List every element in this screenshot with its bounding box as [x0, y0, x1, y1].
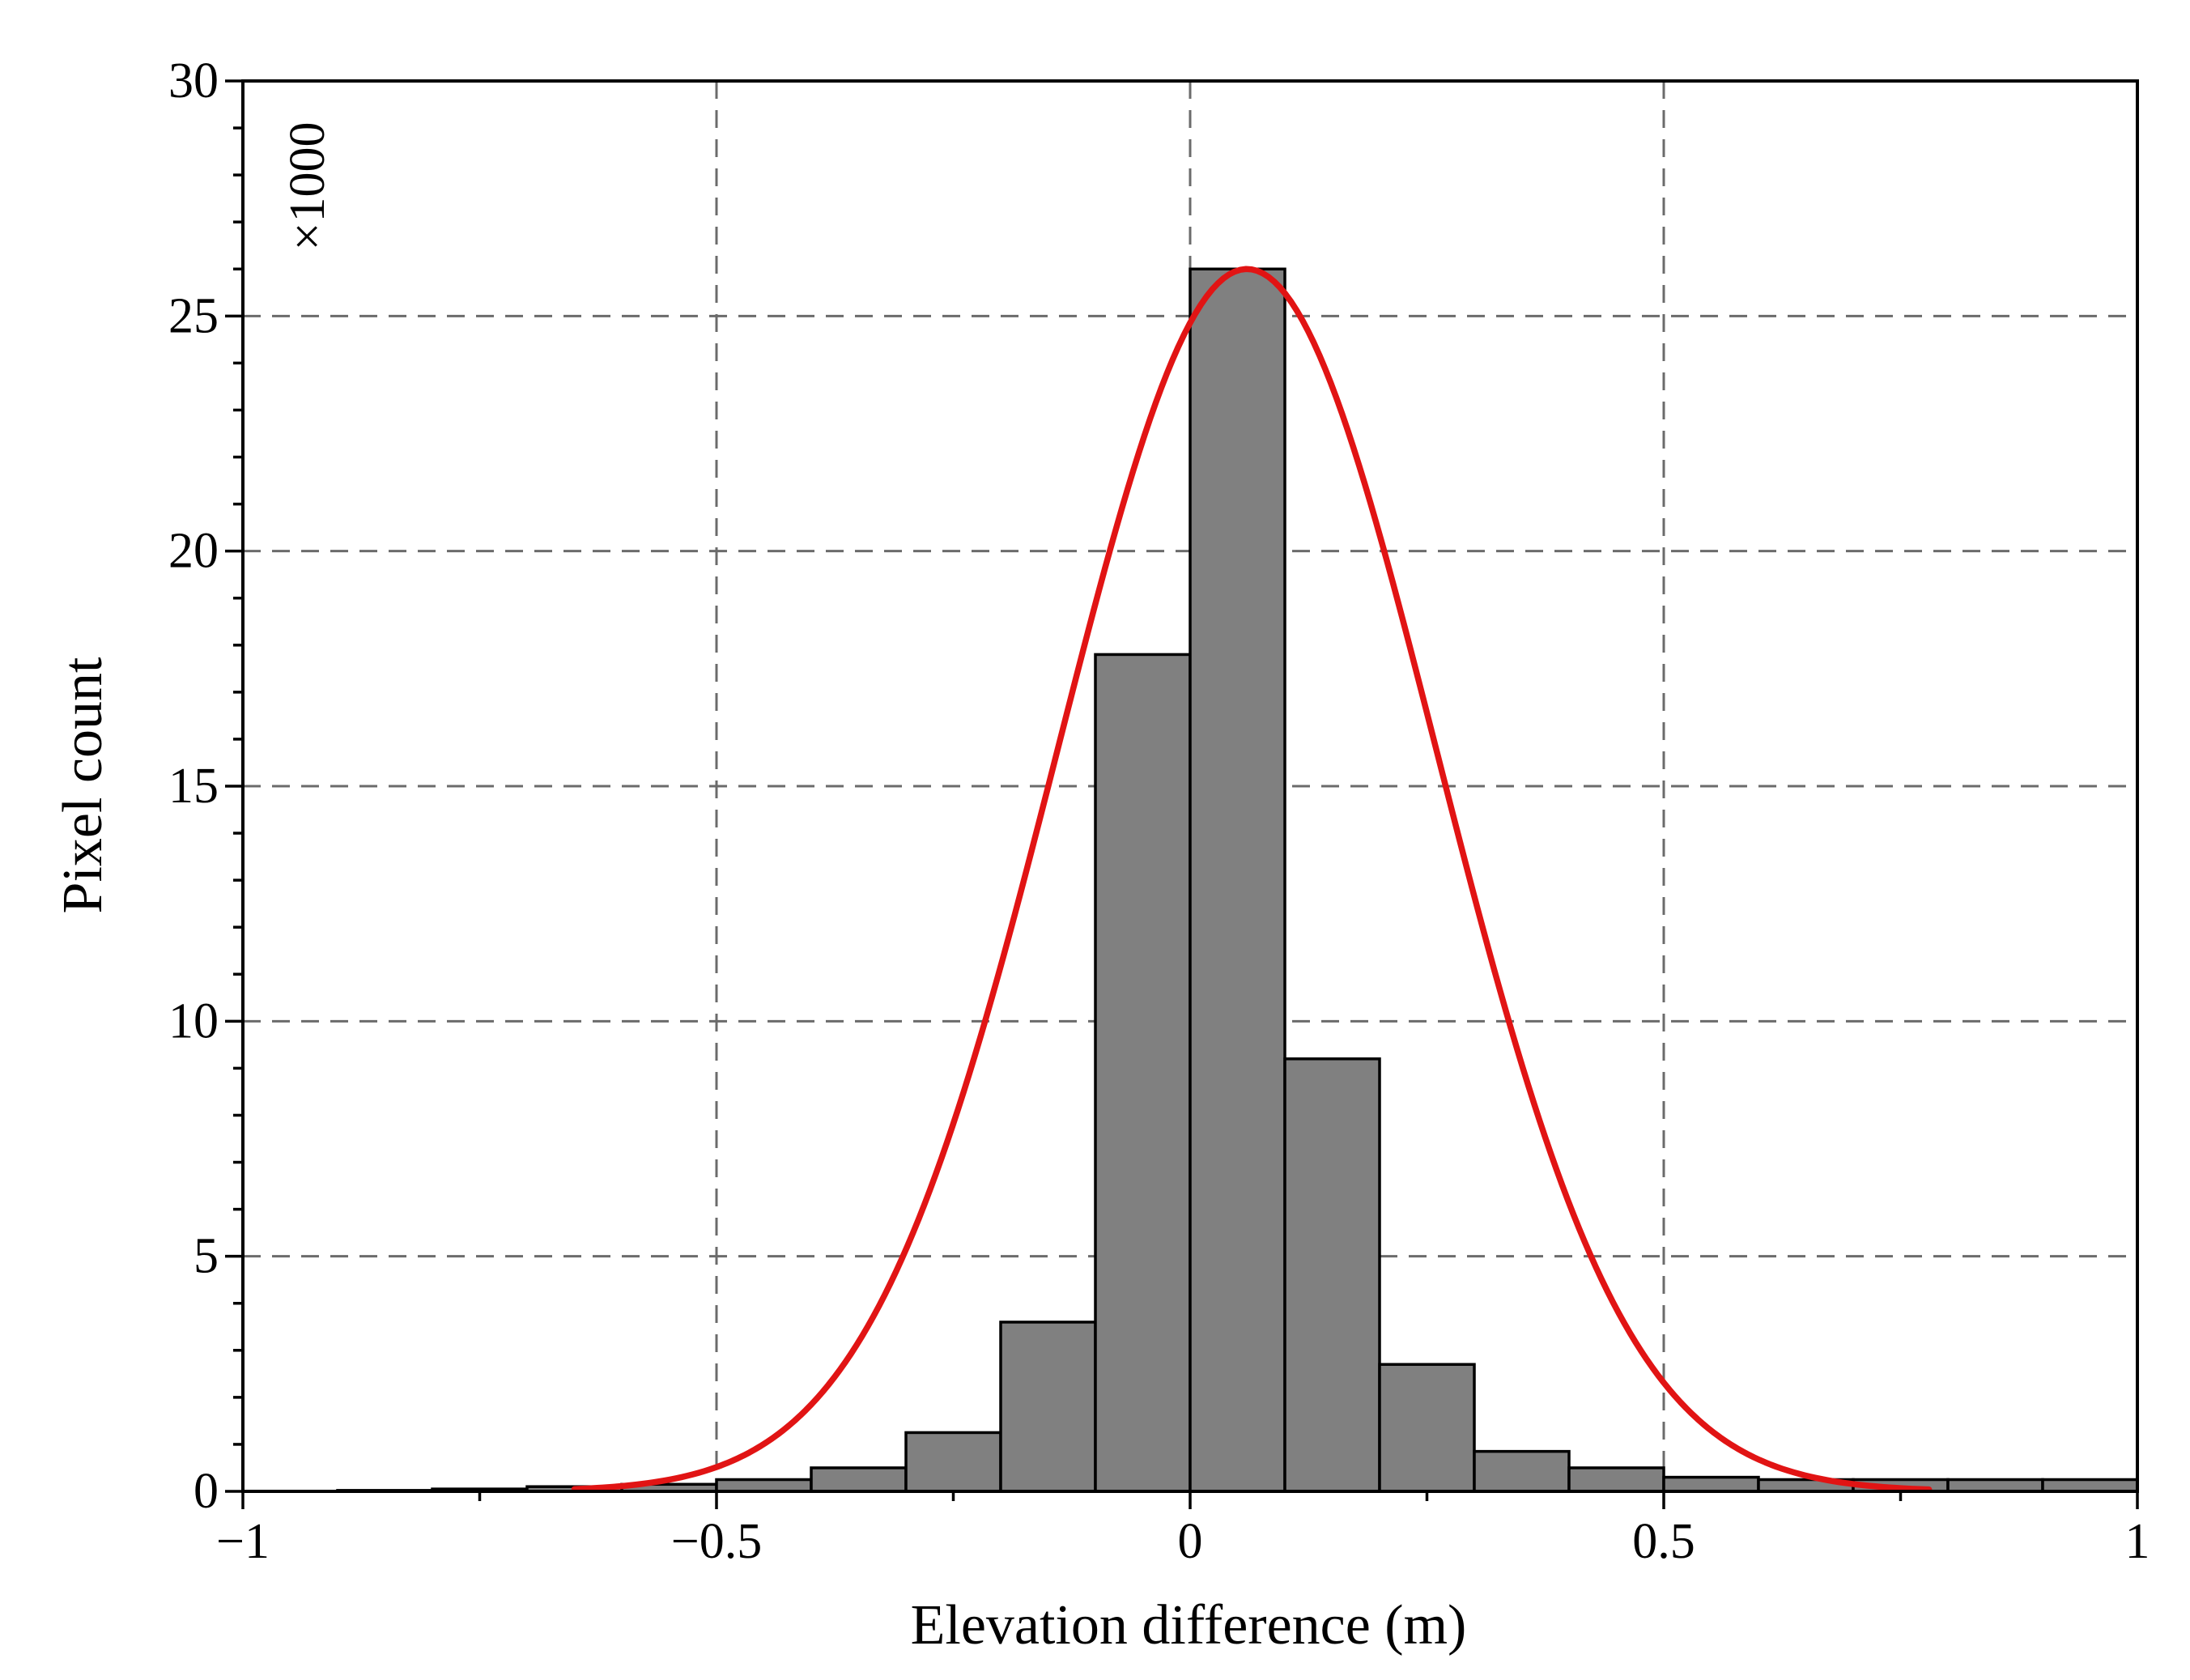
y-tick-label-6: 30	[168, 53, 219, 108]
y-tick-label-0: 0	[193, 1464, 219, 1519]
x-tick-label-0: −1	[216, 1514, 270, 1569]
histogram-bar-14	[1567, 1466, 1665, 1493]
histogram-bar-7	[904, 1431, 1002, 1493]
y-scale-note: ×1000	[280, 122, 335, 251]
y-tick-label-4: 20	[168, 524, 219, 579]
histogram-bar-12	[1378, 1363, 1476, 1493]
x-tick-label-4: 1	[2125, 1514, 2150, 1569]
y-tick-label-3: 15	[168, 759, 219, 814]
histogram-bar-18	[1946, 1478, 2044, 1493]
histogram-bar-11	[1283, 1057, 1381, 1493]
axes	[225, 79, 2139, 1509]
x-tick-label-1: −0.5	[671, 1514, 762, 1569]
histogram-bar-15	[1662, 1475, 1760, 1493]
normal-fit-curve	[571, 266, 1933, 1493]
y-tick-label-1: 5	[193, 1229, 219, 1284]
x-axis-title: Elevation difference (m)	[911, 1594, 1467, 1657]
histogram-bar-5	[715, 1478, 813, 1493]
histogram-bar-9	[1094, 653, 1192, 1493]
histogram-bar-19	[2041, 1478, 2139, 1493]
histogram-bar-8	[999, 1321, 1097, 1493]
y-tick-label-5: 25	[168, 288, 219, 343]
histogram-bars	[336, 267, 2139, 1493]
fit-curve-layer	[571, 266, 1933, 1493]
y-tick-label-2: 10	[168, 993, 219, 1048]
x-tick-label-2: 0	[1178, 1514, 1203, 1569]
histogram-bar-6	[810, 1466, 908, 1493]
y-axis-title: Pixel count	[52, 657, 114, 913]
histogram-bar-10	[1189, 267, 1286, 1493]
histogram-bar-13	[1473, 1449, 1571, 1493]
x-tick-label-3: 0.5	[1632, 1514, 1695, 1569]
